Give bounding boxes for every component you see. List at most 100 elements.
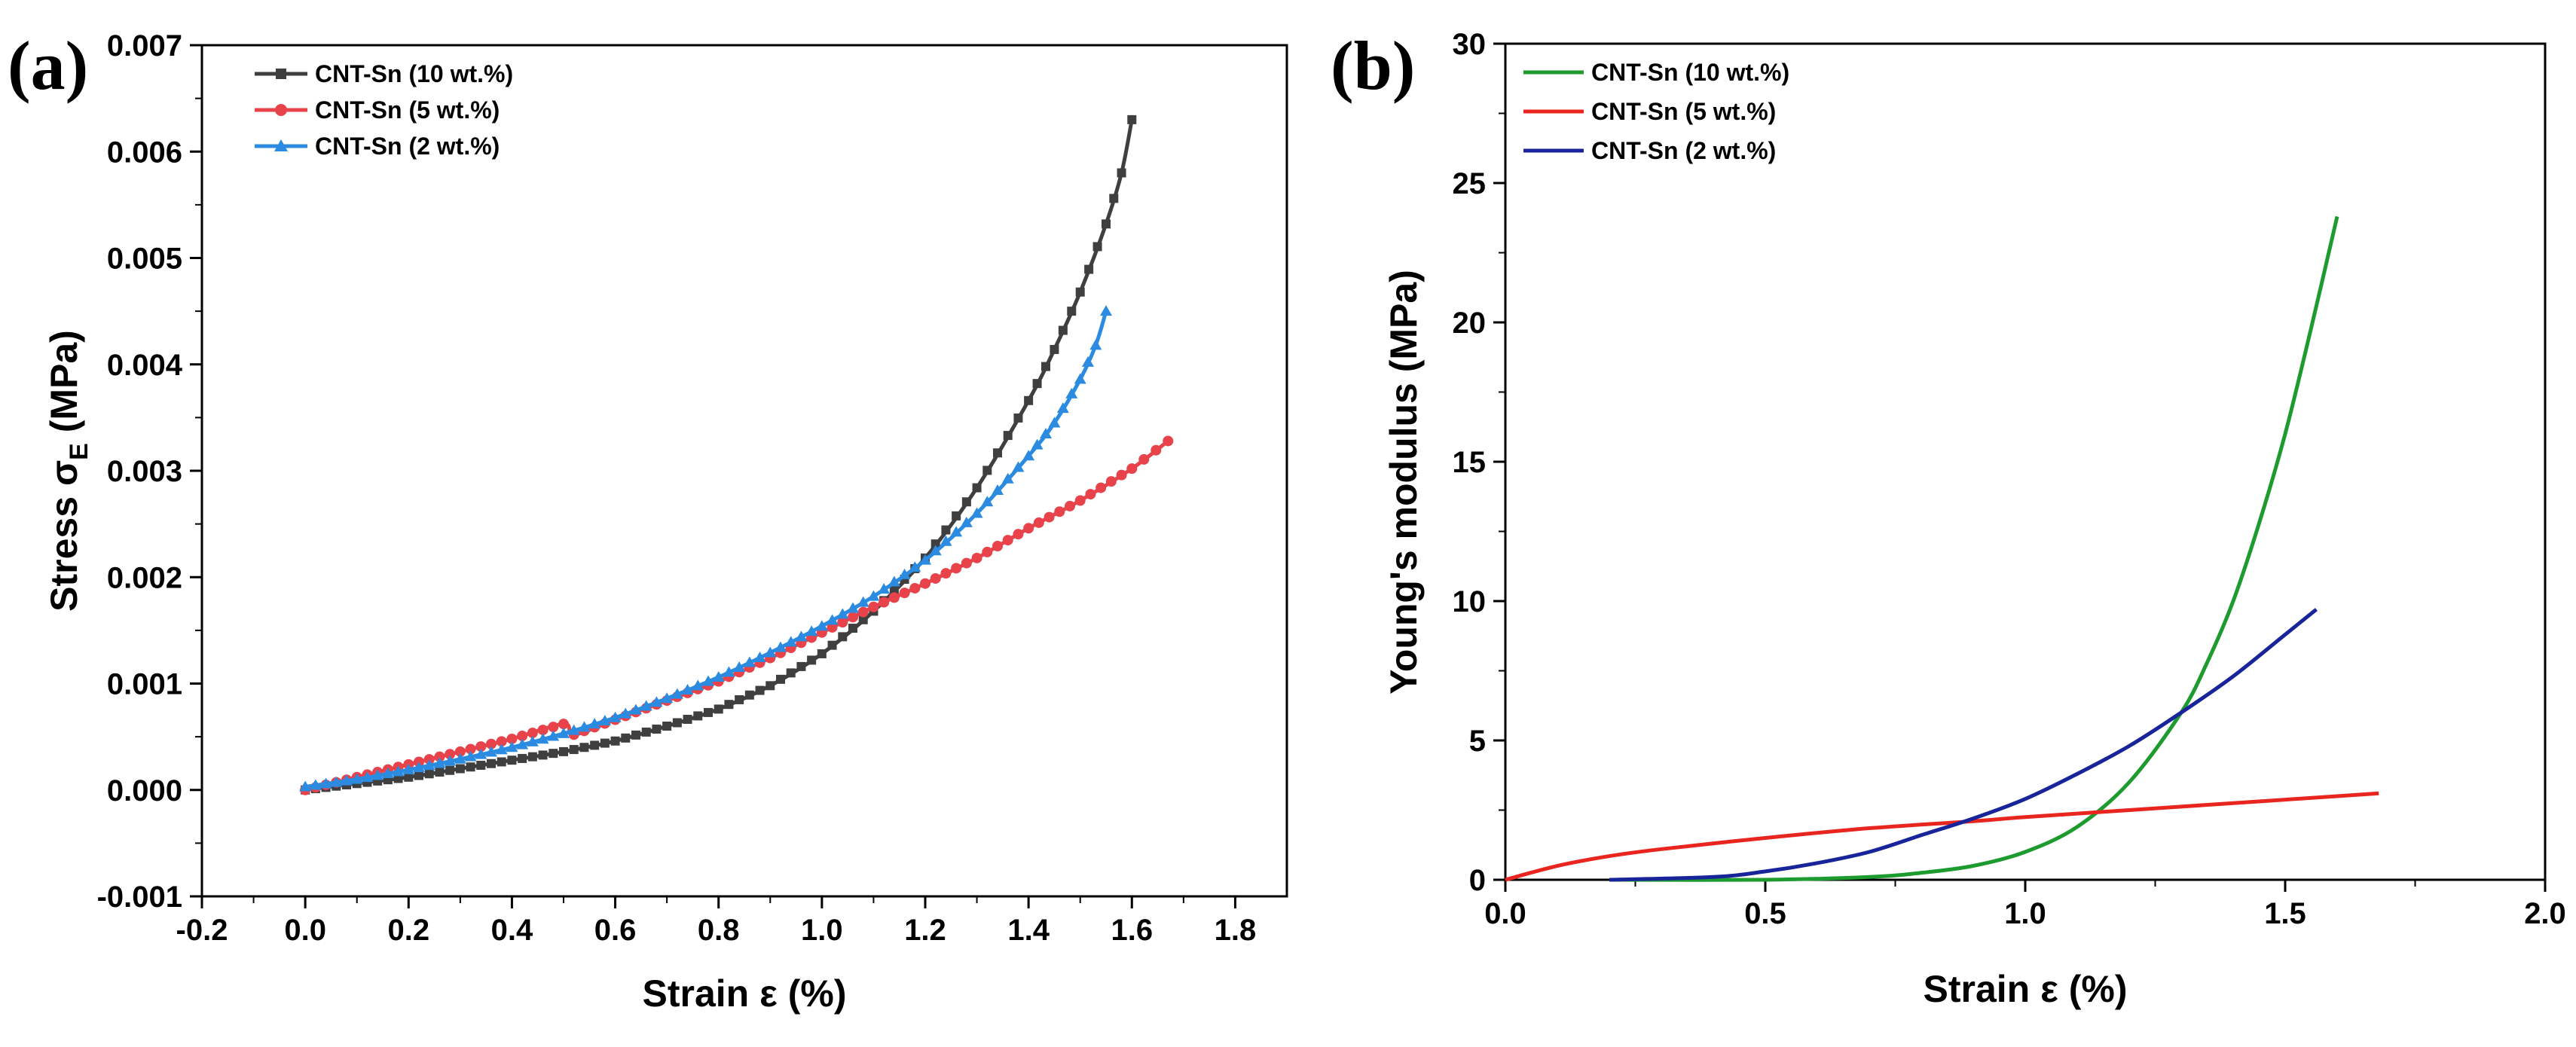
legend-entry-2wt: CNT-Sn (2 wt.%): [1523, 137, 1776, 164]
data-point-circle: [454, 746, 466, 757]
y-tick-label: 0.000: [107, 774, 182, 807]
y-tick-label: 20: [1453, 307, 1487, 340]
data-point-circle: [517, 730, 528, 741]
data-point-square: [497, 757, 506, 767]
data-point-square: [744, 690, 754, 700]
data-point-triangle: [319, 777, 332, 789]
x-tick-label: 0.8: [698, 914, 740, 947]
data-point-circle: [1074, 495, 1086, 506]
data-point-triangle: [950, 526, 963, 537]
panel-a-series: [299, 114, 1174, 795]
y-tick-label: 0: [1469, 864, 1486, 897]
data-point-square: [858, 615, 868, 624]
data-point-square: [621, 733, 631, 743]
panel-a-ticks: -0.2 0.0 0.2 0.4 0.6 0.8 1.0 1.2 1.4 1.6 1.8 -0.001…: [97, 29, 1257, 947]
data-point-square: [776, 674, 785, 684]
data-point-triangle: [692, 679, 704, 691]
data-point-square: [982, 466, 992, 475]
data-point-triangle: [1056, 402, 1069, 414]
y-tick-label: 0.005: [107, 243, 182, 276]
data-point-square: [527, 752, 537, 762]
data-point-triangle: [836, 608, 849, 619]
data-point-square: [786, 668, 796, 678]
panel-a-y-axis-title-main: Stress σ: [43, 460, 85, 612]
data-point-circle: [879, 597, 890, 608]
data-point-square: [827, 640, 837, 650]
data-point-circle: [506, 733, 518, 744]
data-point-circle: [1116, 469, 1127, 481]
data-point-triangle: [495, 743, 508, 755]
stress-strain-chart: (a) -0.2 0.0 0.2 0.4 0.6 0.8 1.0 1.2 1.4 1.6 1.8-0…: [8, 27, 1288, 1015]
data-point-square: [404, 772, 414, 782]
data-point-triangle: [567, 724, 580, 735]
data-point-square: [735, 694, 744, 704]
data-point-square: [1041, 362, 1050, 371]
legend-label-2wt: CNT-Sn (2 wt.%): [315, 133, 500, 160]
data-point-triangle: [733, 661, 746, 673]
data-point-triangle: [630, 704, 642, 715]
data-point-triangle: [867, 590, 880, 601]
data-point-triangle: [392, 765, 405, 777]
panel-a-x-axis-title: Strain ε (%): [643, 972, 847, 1015]
data-point-triangle: [330, 776, 343, 787]
data-point-circle: [1002, 535, 1013, 546]
series-line-cnt-sn-10-wt: [304, 119, 1134, 792]
data-point-triangle: [1040, 428, 1052, 439]
data-point-square: [518, 753, 527, 763]
legend-entry-2wt: CNT-Sn (2 wt.%): [255, 133, 500, 160]
data-point-triangle: [960, 516, 973, 527]
data-point-circle: [434, 751, 445, 762]
data-point-triangle: [981, 496, 994, 507]
legend-label-2wt: CNT-Sn (2 wt.%): [1591, 137, 1776, 164]
data-point-triangle: [475, 748, 487, 759]
data-point-square: [610, 736, 620, 746]
panel-b-label: (b): [1331, 27, 1415, 104]
x-tick-label: 1.2: [904, 914, 946, 947]
data-point-triangle: [526, 735, 539, 746]
data-point-triangle: [1082, 356, 1094, 367]
data-point-circle: [1033, 517, 1044, 528]
data-point-triangle: [753, 652, 766, 663]
data-point-square: [796, 661, 806, 671]
data-point-triangle: [702, 675, 714, 686]
x-tick-label: 0.6: [594, 914, 637, 947]
data-point-square: [1117, 168, 1126, 178]
data-point-square: [662, 722, 672, 731]
series-line-cnt-sn-5-wt: [304, 439, 1169, 792]
data-point-triangle: [650, 696, 663, 707]
data-point-square: [1092, 242, 1102, 252]
data-point-triangle: [341, 774, 353, 786]
data-point-square: [590, 740, 600, 750]
legend-entry-10wt: CNT-Sn (10 wt.%): [1523, 59, 1789, 86]
data-point-circle: [888, 592, 900, 603]
data-point-triangle: [743, 656, 756, 667]
data-point-circle: [982, 546, 993, 557]
data-point-circle: [837, 617, 848, 628]
data-point-circle: [537, 725, 549, 736]
panel-b-ticks: 0.0 0.5 1.0 1.5 2.0 0 5 10 15 20 25 30: [1453, 28, 2566, 930]
data-point-triangle: [661, 692, 674, 704]
data-point-circle: [930, 572, 941, 584]
legend-entry-5wt: CNT-Sn (5 wt.%): [255, 96, 500, 124]
data-point-triangle: [433, 757, 446, 768]
data-point-square: [1067, 307, 1077, 316]
y-tick-label: 0.002: [107, 561, 182, 594]
data-point-circle: [423, 754, 435, 765]
x-tick-label: 0.0: [284, 914, 326, 947]
data-point-square: [765, 681, 775, 691]
data-point-triangle: [516, 738, 529, 749]
data-point-circle: [1105, 476, 1117, 487]
x-tick-label: -0.2: [176, 914, 228, 947]
data-point-square: [424, 769, 434, 779]
data-point-square: [579, 743, 589, 752]
data-point-circle: [496, 736, 507, 747]
data-point-triangle: [1065, 387, 1078, 398]
x-tick-label: 1.6: [1111, 914, 1153, 947]
data-point-triangle: [598, 714, 611, 725]
data-point-circle: [1023, 523, 1034, 534]
data-point-square: [455, 764, 465, 774]
data-point-square: [941, 525, 951, 535]
legend-entry-5wt: CNT-Sn (5 wt.%): [1523, 98, 1776, 125]
panel-b-x-axis-title: Strain ε (%): [1924, 968, 2128, 1010]
x-tick-label: 0.4: [491, 914, 533, 947]
